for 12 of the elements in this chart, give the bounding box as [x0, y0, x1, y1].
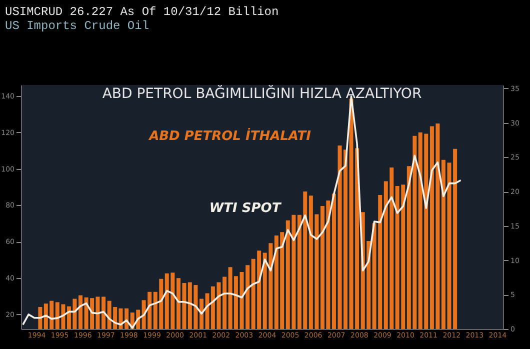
bar: [332, 194, 336, 329]
text: ABD PETROL İTHALATI: [148, 127, 312, 144]
chart-title: ABD PETROL BAĞIMLILIĞINI HIZLA AZALTIYOR: [102, 85, 422, 102]
bar: [200, 298, 204, 329]
bar: [222, 276, 227, 329]
chart-subtitle: US Imports Crude Oil: [5, 19, 150, 33]
bar: [78, 295, 82, 329]
series-label: WTI SPOT: [209, 201, 282, 216]
text: USIMCRUD 26.227 As Of 10/31/12 Billion: [5, 5, 279, 19]
bar: [102, 296, 106, 329]
bar: [38, 307, 42, 329]
bar: [453, 148, 458, 329]
